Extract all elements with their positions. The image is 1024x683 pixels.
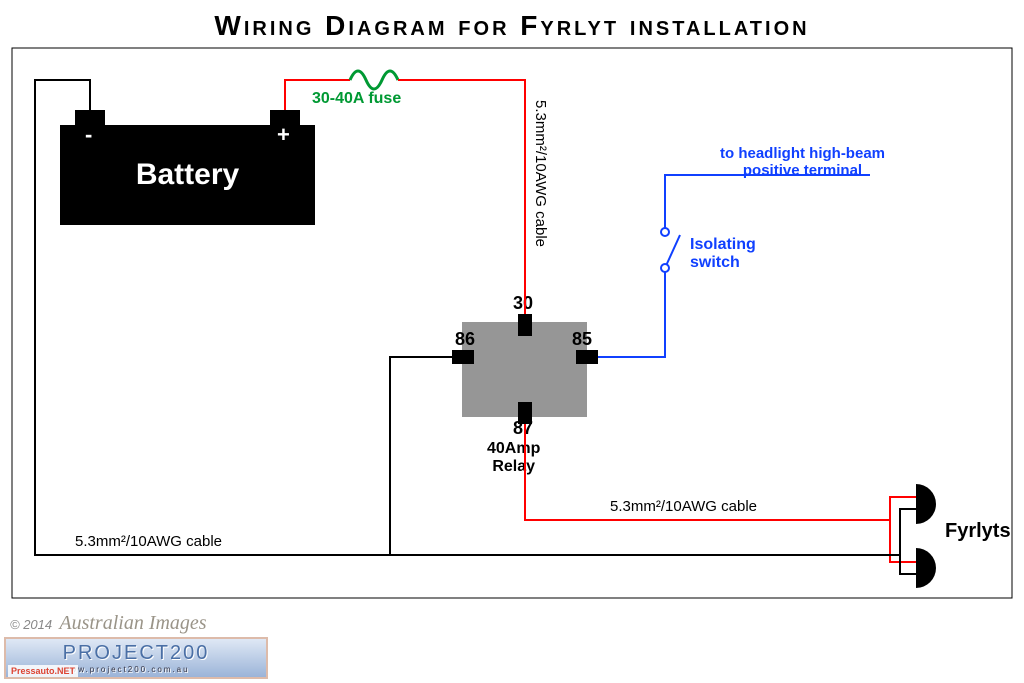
fuse-label: 30-40A fuse <box>312 90 401 108</box>
pin-label-86: 86 <box>455 329 475 350</box>
footer-author: Australian Images <box>59 612 206 634</box>
diagram-canvas: Wiring Diagram for Fyrlyt installation B… <box>0 0 1024 683</box>
footer-credit: © 2014 Australian Images <box>10 612 207 635</box>
pin-label-85: 85 <box>572 329 592 350</box>
headlight-label: to headlight high-beam positive terminal <box>720 145 885 179</box>
cable-br-label: 5.3mm²/10AWG cable <box>610 498 757 515</box>
battery-label: Battery <box>136 158 239 192</box>
relay-label: 40Amp Relay <box>487 440 540 476</box>
fyrlyts-label: Fyrlyts <box>945 520 1011 543</box>
relay-pin-85 <box>576 350 598 364</box>
footer-year: © 2014 <box>10 617 52 632</box>
relay-pin-86 <box>452 350 474 364</box>
diagram-title: Wiring Diagram for Fyrlyt installation <box>0 10 1024 42</box>
battery-pos-sign: + <box>277 122 290 148</box>
switch-label: Isolating switch <box>690 236 756 272</box>
cable-bl-label: 5.3mm²/10AWG cable <box>75 533 222 550</box>
battery-neg-sign: - <box>85 122 92 148</box>
logo-text: PROJECT200 <box>63 642 210 665</box>
pin-label-87: 87 <box>513 418 533 439</box>
relay-pin-30 <box>518 314 532 336</box>
pressauto-watermark: Pressauto.NET <box>8 665 78 677</box>
cable-vertical-label: 5.3mm²/10AWG cable <box>532 100 549 247</box>
logo-sub: www.project200.com.au <box>63 665 210 674</box>
pin-label-30: 30 <box>513 293 533 314</box>
